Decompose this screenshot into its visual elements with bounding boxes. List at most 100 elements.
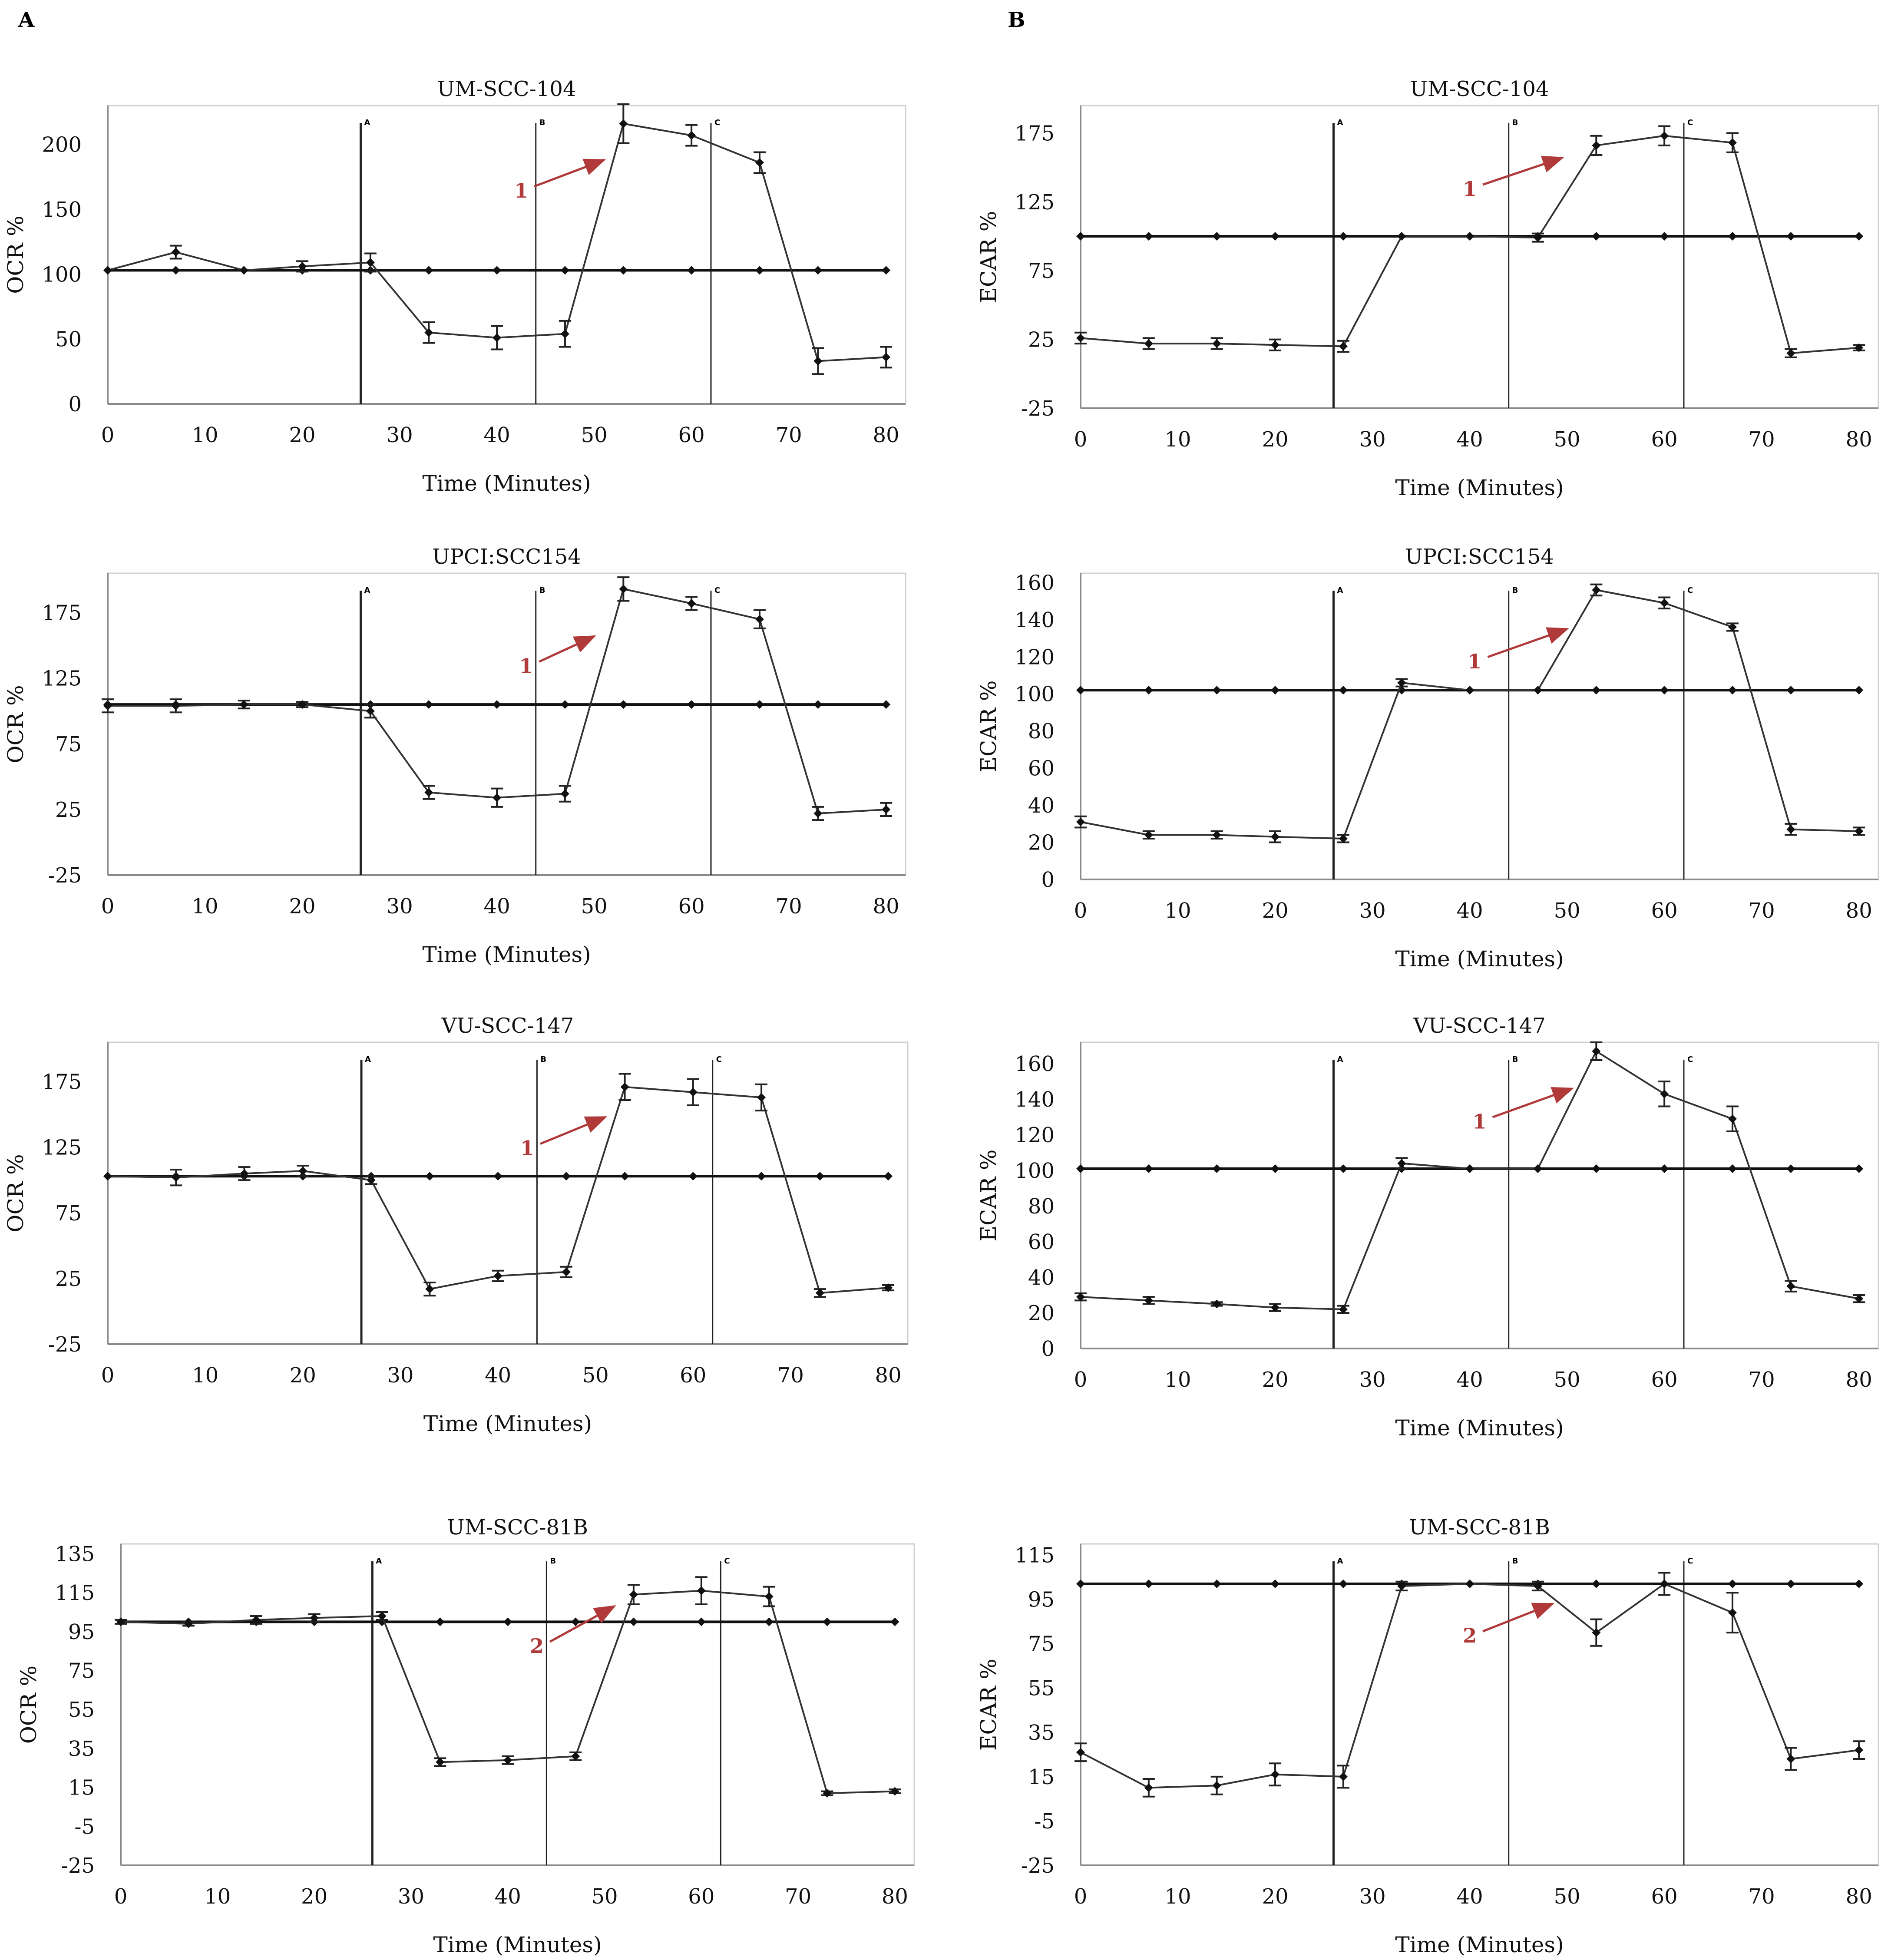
data-point-treated (171, 701, 180, 711)
data-point-treated (687, 131, 696, 140)
data-point-treated (424, 328, 433, 337)
data-point-control (1144, 1164, 1153, 1173)
data-point-control (1592, 686, 1601, 695)
data-point-treated (1212, 1781, 1221, 1790)
x-tick-label: 80 (1846, 899, 1872, 923)
plot-frame (1080, 105, 1879, 409)
y-tick-label: 35 (68, 1737, 95, 1761)
chart-title: VU-SCC-147 (441, 1014, 574, 1038)
data-point-treated (493, 1271, 503, 1280)
data-point-treated (688, 1087, 698, 1097)
x-tick-label: 40 (1457, 1368, 1483, 1392)
x-tick-label: 20 (1262, 1884, 1289, 1909)
y-tick-label: 100 (42, 262, 82, 287)
data-point-treated (1397, 678, 1406, 687)
x-tick-label: 70 (776, 894, 802, 919)
data-point-control (436, 1617, 445, 1626)
data-point-treated (687, 599, 696, 608)
phase-label: C (716, 1055, 722, 1064)
data-point-treated (1339, 342, 1348, 351)
x-tick-label: 10 (1164, 899, 1191, 923)
data-point-control (882, 266, 891, 275)
x-tick-label: 10 (192, 1363, 218, 1388)
x-tick-label: 80 (882, 1884, 908, 1909)
data-point-treated (103, 701, 112, 711)
data-point-treated (1076, 1748, 1085, 1757)
x-tick-label: 50 (1554, 1368, 1580, 1392)
y-tick-label: 95 (68, 1620, 95, 1644)
data-point-treated (1728, 138, 1737, 147)
data-point-treated (1660, 131, 1669, 140)
chart-title: UPCI:SCC154 (1405, 545, 1554, 569)
data-point-treated (1212, 830, 1221, 840)
y-tick-label: 160 (1015, 571, 1055, 595)
x-tick-label: 60 (688, 1884, 714, 1909)
data-point-treated (755, 158, 764, 167)
data-point-treated (298, 1167, 307, 1176)
x-tick-label: 40 (1457, 899, 1483, 923)
data-point-control (1660, 231, 1669, 241)
data-point-treated (184, 1619, 193, 1628)
y-tick-label: 15 (68, 1776, 95, 1800)
phase-label: C (714, 586, 720, 595)
data-point-control (1076, 1164, 1085, 1173)
x-tick-label: 20 (289, 894, 316, 919)
y-axis-label: OCR % (3, 215, 28, 294)
phase-label: B (1512, 586, 1518, 595)
y-tick-label: 140 (1015, 1087, 1055, 1112)
y-tick-label: 40 (1028, 1266, 1055, 1290)
chart-title: UPCI:SCC154 (432, 545, 581, 569)
y-tick-label: 60 (1028, 757, 1055, 781)
data-point-control (1271, 686, 1280, 695)
x-tick-label: 50 (582, 1363, 609, 1388)
data-point-treated (1660, 598, 1669, 608)
data-point-treated (298, 262, 307, 271)
x-tick-label: 70 (777, 1363, 804, 1388)
data-point-treated (239, 266, 248, 275)
data-point-treated (1144, 830, 1153, 840)
phase-label: B (1512, 118, 1518, 127)
data-point-treated (1076, 334, 1085, 343)
data-point-treated (239, 700, 248, 709)
data-point-control (1144, 231, 1153, 241)
annotation-arrow (539, 635, 596, 663)
data-point-control (1855, 1164, 1864, 1173)
x-tick-label: 50 (1554, 427, 1580, 452)
y-axis-label: ECAR % (976, 211, 1001, 303)
data-point-control (424, 266, 433, 275)
data-point-treated (1465, 1579, 1475, 1588)
x-tick-label: 0 (1074, 899, 1088, 923)
x-tick-label: 30 (387, 423, 413, 447)
y-tick-label: 125 (1015, 190, 1055, 215)
data-point-treated (882, 805, 891, 814)
x-axis-label: Time (Minutes) (433, 1932, 602, 1957)
x-tick-label: 50 (1554, 899, 1580, 923)
data-point-treated (1855, 826, 1864, 836)
data-point-control (1592, 1579, 1601, 1588)
data-point-treated (619, 119, 628, 128)
x-tick-label: 60 (678, 894, 705, 919)
y-tick-label: -25 (1021, 397, 1055, 421)
y-tick-label: 75 (55, 732, 82, 757)
y-tick-label: 75 (55, 1201, 82, 1226)
annotation-label: 1 (514, 179, 528, 202)
x-tick-label: 10 (1164, 1368, 1191, 1392)
chart-1: UM-SCC-104 0 10 20 30 40 50 60 70 80 -25 25 75 125 175… (976, 77, 1879, 500)
data-point-control (629, 1617, 638, 1626)
y-tick-label: 20 (1028, 831, 1055, 855)
y-tick-label: 120 (1015, 645, 1055, 669)
x-tick-label: 80 (875, 1363, 902, 1388)
data-point-treated (366, 707, 375, 716)
phase-label: B (550, 1557, 556, 1566)
phase-label: A (1337, 1055, 1343, 1064)
data-point-control (697, 1617, 706, 1626)
chart-4: VU-SCC-147 0 10 20 30 40 50 60 70 80 -25 25 75 125 175… (3, 1014, 909, 1436)
data-point-treated (562, 1267, 571, 1276)
data-point-control (1339, 231, 1348, 241)
y-tick-label: 0 (1041, 868, 1055, 892)
x-tick-label: 20 (1262, 899, 1289, 923)
data-point-treated (884, 1283, 893, 1292)
data-point-treated (436, 1758, 445, 1767)
series-line-treated (1080, 135, 1859, 354)
